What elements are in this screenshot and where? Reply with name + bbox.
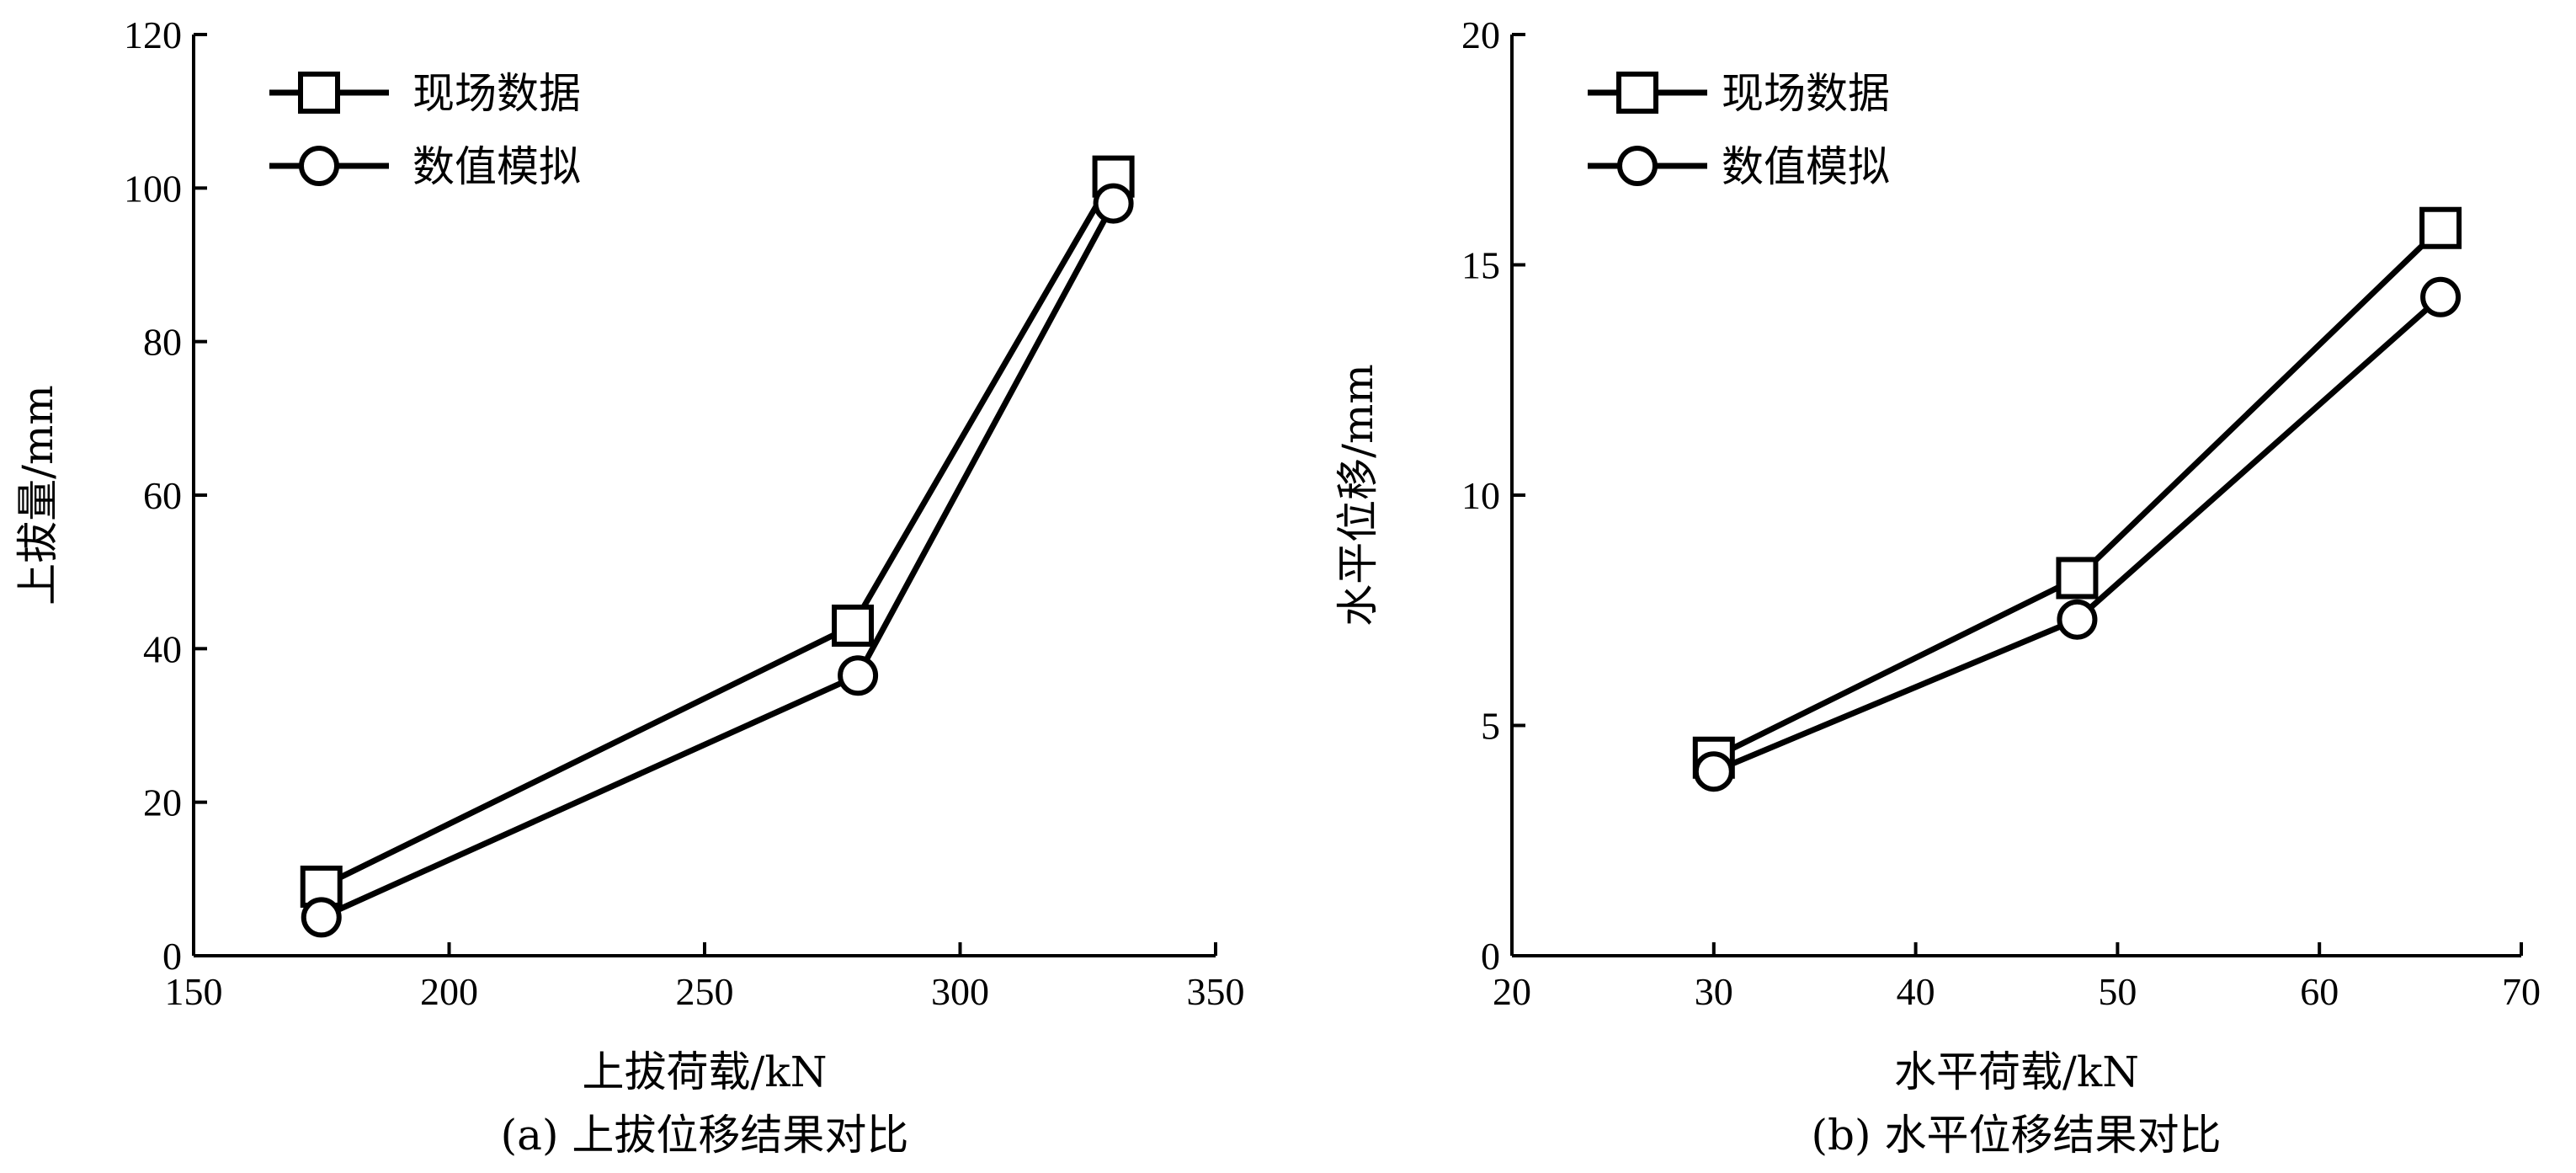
y-tick-label: 10 [1461,474,1500,517]
data-point-circle [1093,183,1134,224]
x-axis-title: 上拔荷载/kN [583,1048,828,1096]
panel-caption: (a) 上拔位移结果对比 [501,1111,909,1160]
x-tick-label: 50 [2098,970,2137,1013]
legend-circle-marker [299,146,339,186]
x-axis-title: 水平荷载/kN [1894,1048,2139,1096]
legend-square-marker [1616,72,1658,114]
data-point-circle [838,655,879,696]
y-tick-label: 20 [143,781,182,824]
legend-entry: 现场数据 [1588,69,1890,118]
chart-panel-b: 20 30 40 50 60 70 0 5 10 15 20 水平荷载/kN 水平位移/mm (b) 水平… [1333,13,2541,1160]
legend-square-marker [298,72,340,114]
x-tick-label: 200 [420,970,478,1013]
y-axis-title: 水平位移/mm [1333,364,1382,626]
x-tick-label: 70 [2502,970,2541,1013]
legend-entry: 数值模拟 [269,142,581,191]
x-tick-label: 30 [1695,970,1733,1013]
data-point-circle [301,897,342,938]
y-tick-label: 15 [1461,244,1500,287]
data-point-circle [1693,751,1734,792]
x-tick-label: 40 [1897,970,1935,1013]
legend-label: 数值模拟 [412,142,581,191]
legend-label: 数值模拟 [1722,142,1890,191]
chart-panel-a: 150 200 250 300 350 0 20 40 60 80 100 120 上拔荷载/kN 上拔量… [13,13,1245,1160]
legend-entry: 数值模拟 [1588,142,1890,191]
series-line-field [320,174,1116,890]
x-tick-label: 60 [2300,970,2339,1013]
y-tick-label: 80 [143,321,182,364]
y-tick-label: 60 [143,474,182,517]
panel-caption: (b) 水平位移结果对比 [1812,1111,2222,1160]
series-line-field [1712,226,2443,760]
data-point-circle [2420,276,2462,317]
legend-label: 现场数据 [412,69,581,118]
data-point-square [2056,557,2099,600]
y-axis-title: 上拔量/mm [13,385,62,605]
x-tick-label: 250 [676,970,734,1013]
y-tick-label: 120 [124,13,182,56]
data-point-square [2419,206,2462,249]
y-tick-label: 100 [124,167,182,210]
x-tick-label: 300 [931,970,989,1013]
series-line-simulation [1712,295,2443,775]
y-tick-label: 5 [1481,705,1500,748]
series-line-simulation [320,201,1116,920]
legend-circle-marker [1617,146,1658,186]
y-tick-label: 40 [143,627,182,670]
data-point-square [832,604,875,647]
data-point-circle [2057,599,2098,640]
y-tick-label: 0 [1481,935,1500,978]
y-tick-label: 0 [162,935,182,978]
x-tick-label: 20 [1493,970,1531,1013]
y-tick-label: 20 [1461,13,1500,56]
legend-entry: 现场数据 [269,69,581,118]
legend-label: 现场数据 [1722,69,1890,118]
x-tick-label: 150 [165,970,223,1013]
x-tick-label: 350 [1187,970,1245,1013]
